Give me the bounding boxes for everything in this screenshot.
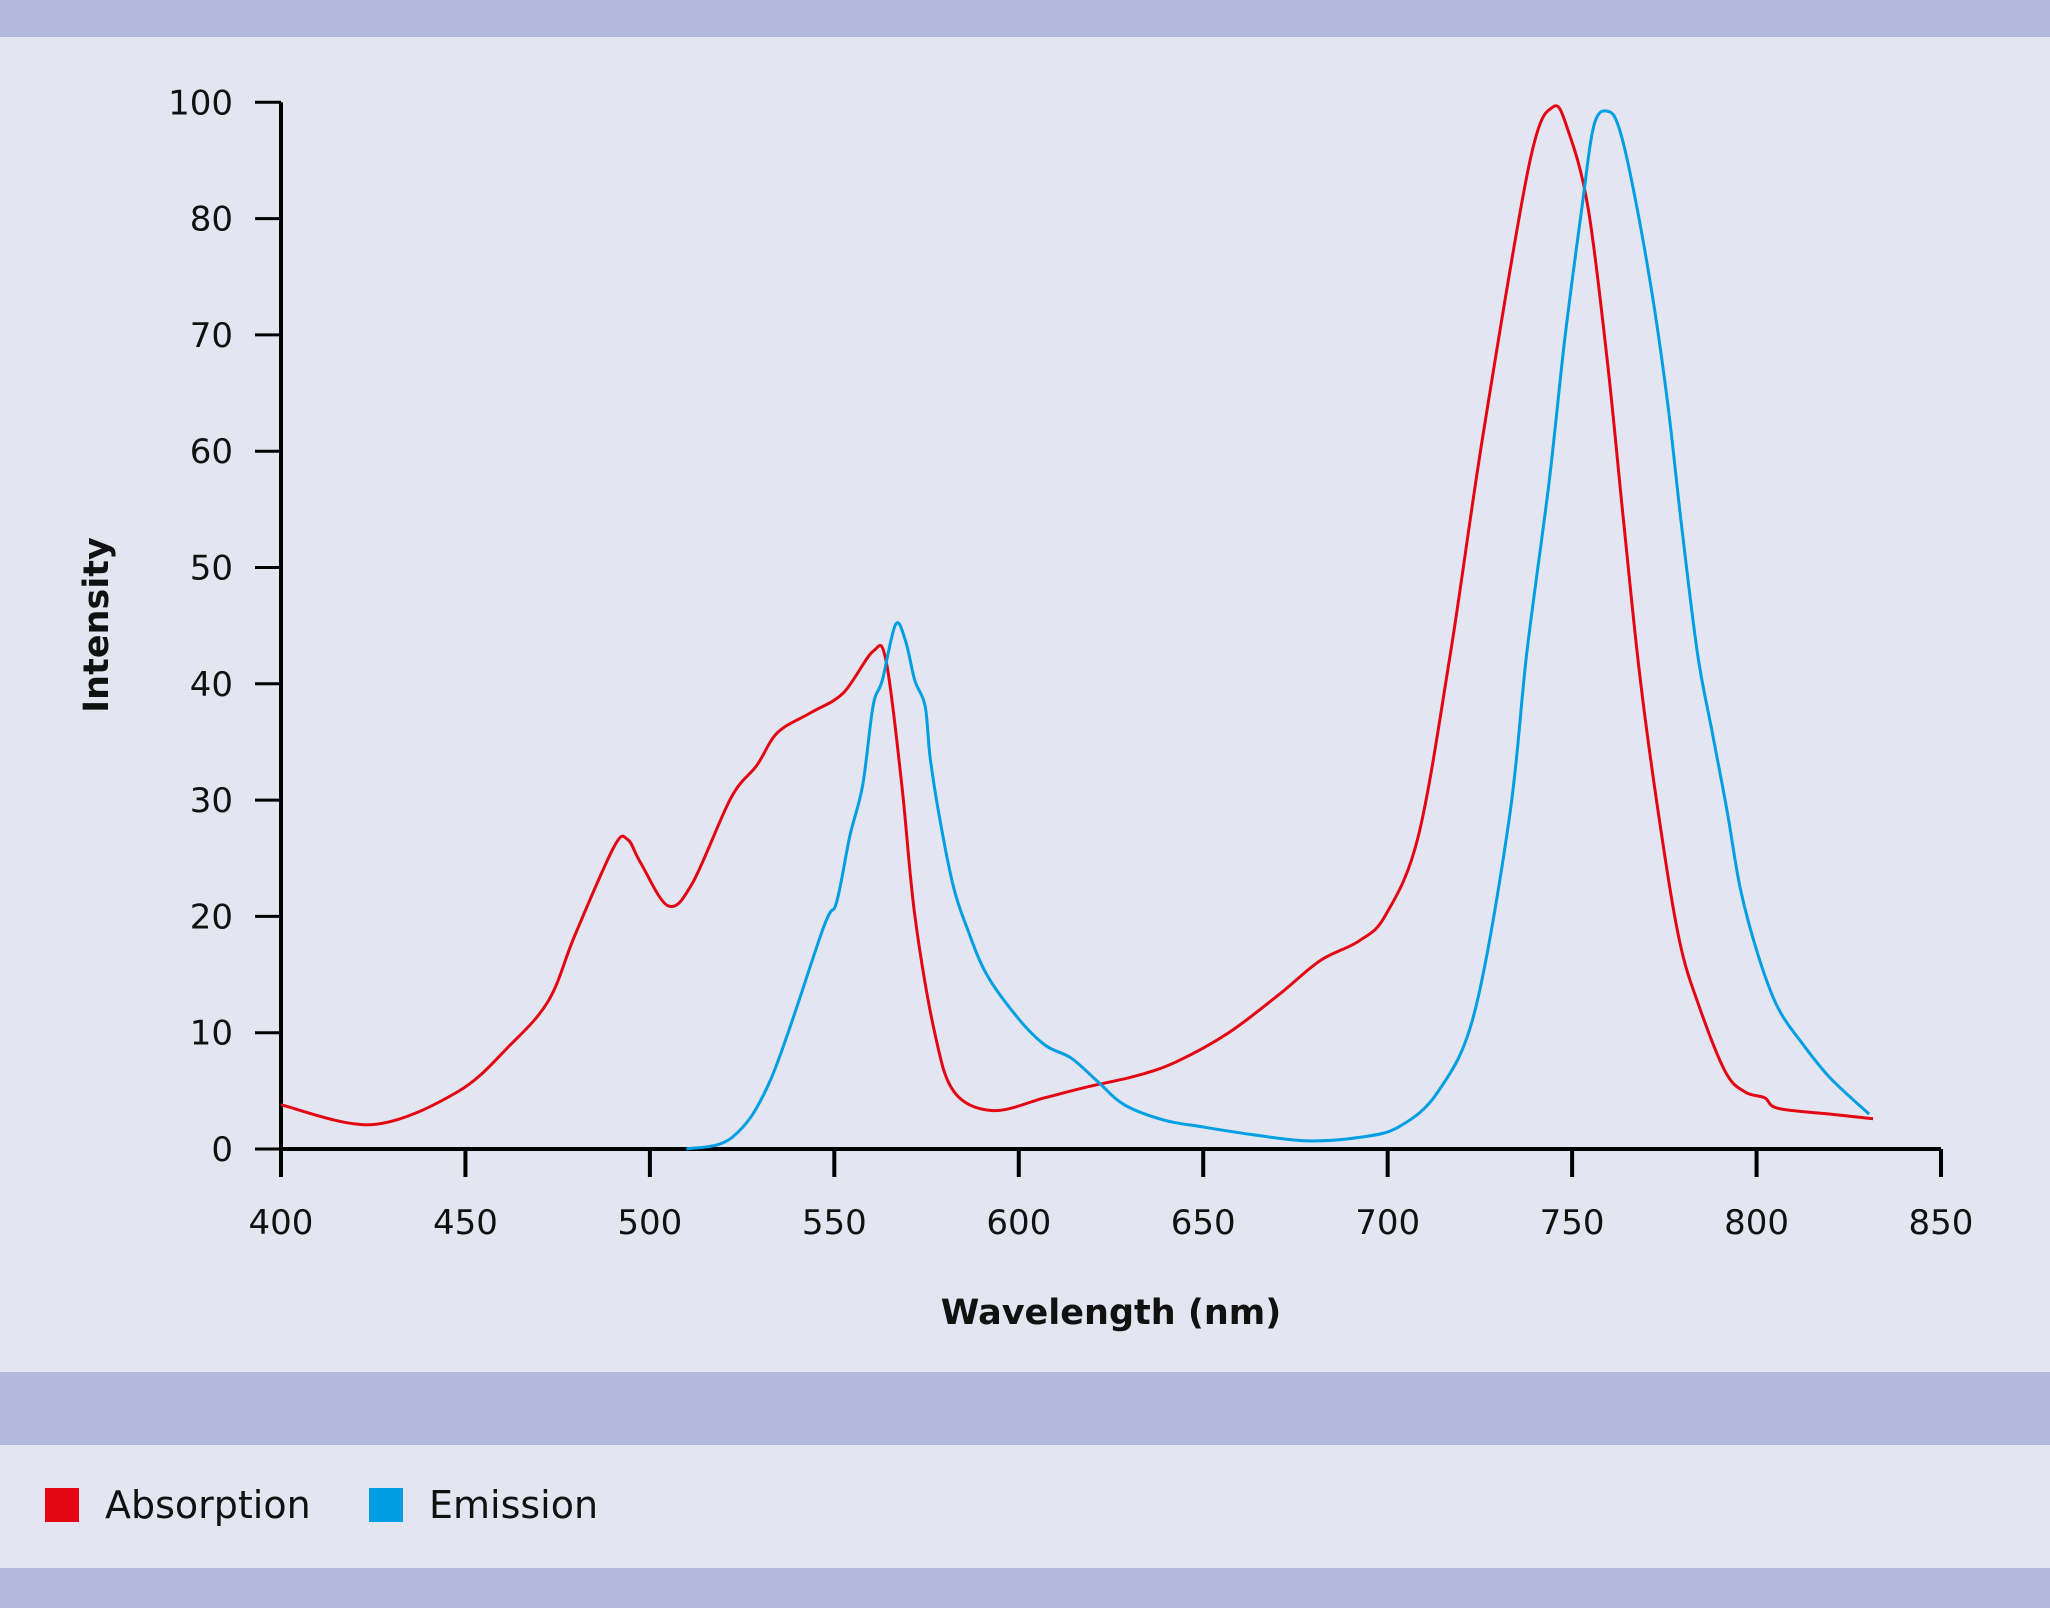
legend-label: Absorption xyxy=(105,1483,311,1527)
y-tick-label: 60 xyxy=(190,432,233,472)
bottom-band xyxy=(0,1568,2050,1608)
y-tick-label: 20 xyxy=(190,897,233,937)
series-lines xyxy=(280,104,1874,1151)
legend-item-absorption: Absorption xyxy=(45,1483,311,1527)
x-tick-label: 800 xyxy=(1724,1203,1789,1243)
x-tick-label: 550 xyxy=(802,1203,867,1243)
x-tick-label: 450 xyxy=(433,1203,498,1243)
x-tick-label: 750 xyxy=(1540,1203,1605,1243)
x-tick-label: 700 xyxy=(1355,1203,1420,1243)
y-tick-label: 100 xyxy=(168,83,233,123)
legend: Absorption Emission xyxy=(0,1445,2050,1568)
y-tick-label: 80 xyxy=(190,200,233,240)
absorption-swatch xyxy=(45,1488,79,1522)
x-tick-label: 400 xyxy=(249,1203,314,1243)
y-tick-label: 0 xyxy=(211,1130,233,1170)
legend-item-emission: Emission xyxy=(369,1483,598,1527)
top-band xyxy=(0,0,2050,37)
absorption-line xyxy=(280,104,1874,1127)
legend-label: Emission xyxy=(429,1483,599,1527)
x-axis-title: Wavelength (nm) xyxy=(941,1293,1281,1333)
x-tick-label: 500 xyxy=(617,1203,682,1243)
x-tick-label: 650 xyxy=(1171,1203,1236,1243)
y-tick-label: 30 xyxy=(190,781,233,821)
middle-band xyxy=(0,1372,2050,1445)
y-axis-title: Intensity xyxy=(77,537,117,713)
x-tick-label: 600 xyxy=(986,1203,1051,1243)
y-tick-label: 10 xyxy=(190,1014,233,1054)
spectrum-chart: 0 10 20 30 40 50 60 70 80 100 400 450 500 550 600 650 70… xyxy=(77,83,1973,1333)
y-tick-label: 40 xyxy=(190,665,233,705)
y-tick-label: 50 xyxy=(190,549,233,589)
x-tick-label: 850 xyxy=(1909,1203,1974,1243)
emission-line xyxy=(686,109,1871,1151)
emission-swatch xyxy=(369,1488,403,1522)
axes: 0 10 20 30 40 50 60 70 80 100 400 450 500 550 600 650 70… xyxy=(168,83,1973,1243)
y-tick-label: 70 xyxy=(190,316,233,356)
